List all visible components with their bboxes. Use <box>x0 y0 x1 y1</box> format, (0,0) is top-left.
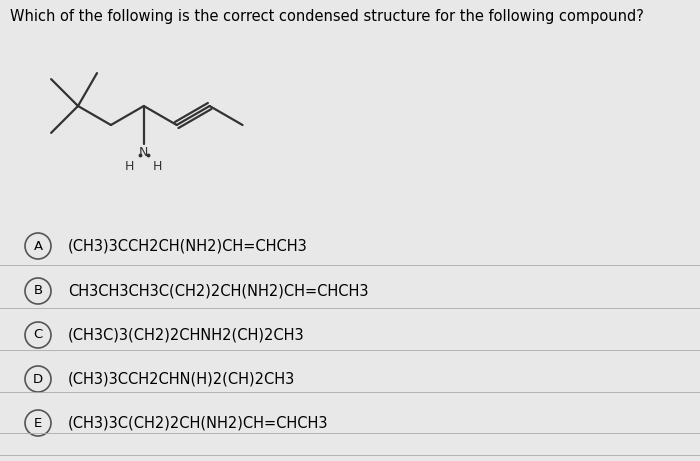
Text: C: C <box>34 329 43 342</box>
Text: (CH3)3CCH2CHN(H)2(CH)2CH3: (CH3)3CCH2CHN(H)2(CH)2CH3 <box>68 372 295 386</box>
Text: (CH3C)3(CH2)2CHNH2(CH)2CH3: (CH3C)3(CH2)2CHNH2(CH)2CH3 <box>68 327 304 343</box>
Text: (CH3)3CCH2CH(NH2)CH=CHCH3: (CH3)3CCH2CH(NH2)CH=CHCH3 <box>68 238 308 254</box>
Text: E: E <box>34 416 42 430</box>
Text: H: H <box>125 160 134 173</box>
Text: N: N <box>139 146 148 159</box>
Text: CH3CH3CH3C(CH2)2CH(NH2)CH=CHCH3: CH3CH3CH3C(CH2)2CH(NH2)CH=CHCH3 <box>68 284 368 299</box>
Text: A: A <box>34 240 43 253</box>
Text: B: B <box>34 284 43 297</box>
Text: (CH3)3C(CH2)2CH(NH2)CH=CHCH3: (CH3)3C(CH2)2CH(NH2)CH=CHCH3 <box>68 415 328 431</box>
Text: D: D <box>33 372 43 385</box>
Text: Which of the following is the correct condensed structure for the following comp: Which of the following is the correct co… <box>10 9 644 24</box>
Text: H: H <box>153 160 162 173</box>
